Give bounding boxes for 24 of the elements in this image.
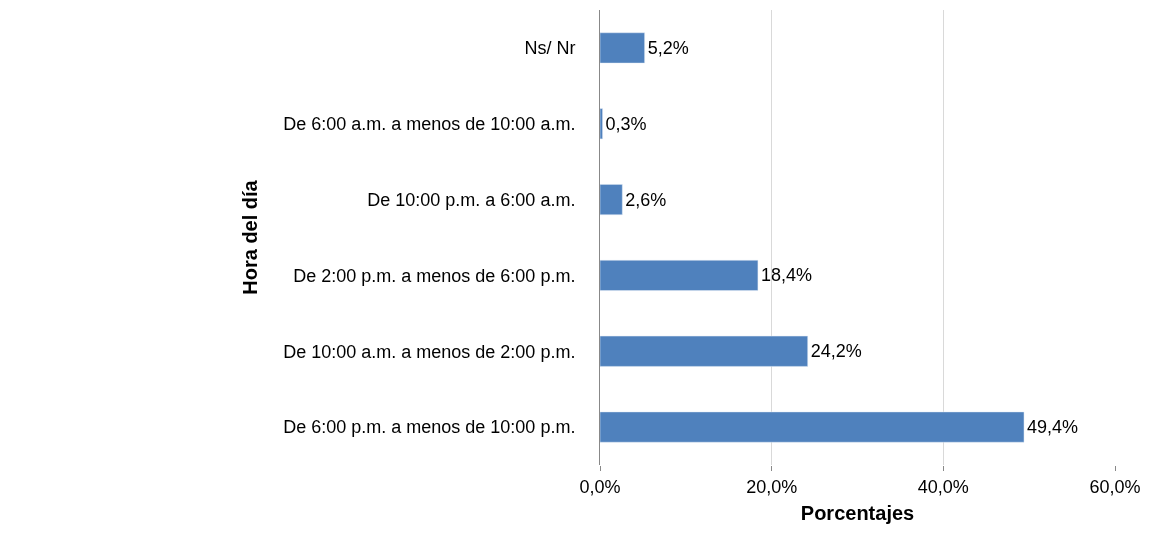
y-axis-title: Hora del día (238, 179, 261, 295)
bar (600, 108, 603, 140)
y-tick-label: Ns/ Nr (524, 38, 576, 59)
bar (600, 260, 759, 291)
data-label: 0,3% (605, 113, 647, 134)
data-label: 5,2% (647, 37, 689, 58)
x-tick-label: 20,0% (746, 476, 798, 497)
data-label: 24,2% (810, 341, 862, 362)
y-tick-label: De 10:00 p.m. a 6:00 a.m. (367, 189, 576, 210)
data-label: 18,4% (760, 265, 812, 286)
bar (600, 411, 1025, 443)
data-label: 49,4% (1027, 417, 1079, 438)
bar (600, 32, 645, 64)
y-tick-label: De 6:00 p.m. a menos de 10:00 p.m. (283, 417, 576, 438)
x-tick-label: 40,0% (917, 476, 969, 497)
y-tick-label: De 10:00 a.m. a menos de 2:00 p.m. (283, 341, 576, 362)
y-tick-label: De 2:00 p.m. a menos de 6:00 p.m. (293, 265, 576, 286)
data-label: 2,6% (625, 189, 667, 210)
x-tick-label: 60,0% (1089, 476, 1141, 497)
x-axis-title: Porcentajes (800, 502, 915, 525)
x-tick-label: 0,0% (579, 476, 621, 497)
bar (600, 335, 808, 367)
bar (600, 184, 623, 215)
y-tick-label: De 6:00 a.m. a menos de 10:00 a.m. (283, 114, 576, 135)
